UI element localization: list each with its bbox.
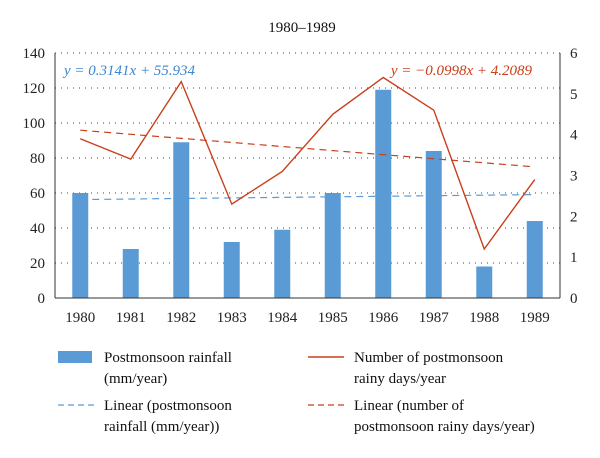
bar (72, 193, 89, 298)
line-series (79, 76, 536, 251)
right-tick-label: 0 (570, 291, 578, 307)
legend-label: Linear (number of (354, 398, 464, 414)
bar (173, 142, 190, 298)
bar (425, 151, 442, 298)
x-tick-label: 1988 (469, 310, 499, 326)
legend-item: Linear (postmonsoon rainfall (mm/year)) (58, 398, 232, 435)
x-tick-label: 1985 (318, 310, 348, 326)
legend-label: rainy days/year (354, 371, 446, 387)
left-tick-label: 20 (30, 256, 45, 272)
x-tick-label: 1980 (65, 310, 95, 326)
legend-label: rainfall (mm/year)) (104, 419, 219, 435)
legend-label: Postmonsoon rainfall (104, 350, 232, 366)
x-tick-label: 1989 (520, 310, 550, 326)
chart-title: 1980–1989 (268, 20, 336, 36)
legend-item: Postmonsoon rainfall (mm/year) (58, 350, 232, 387)
bar (375, 89, 392, 298)
right-tick-label: 1 (570, 250, 578, 266)
legend-label: (mm/year) (104, 371, 167, 387)
bar (324, 193, 341, 298)
legend-label: Linear (postmonsoon (104, 398, 232, 414)
legend-swatch (58, 351, 92, 363)
x-tick-label: 1987 (419, 310, 450, 326)
legend-label: Number of postmonsoon (354, 350, 504, 366)
trendline (80, 194, 535, 201)
right-tick-label: 2 (570, 209, 578, 225)
bar (223, 242, 240, 298)
left-tick-label: 80 (30, 151, 45, 167)
legend: Postmonsoon rainfall (mm/year) Number of p… (58, 350, 535, 435)
x-tick-label: 1981 (116, 310, 146, 326)
axes (54, 53, 561, 299)
left-tick-label: 100 (23, 116, 46, 132)
trendline (80, 129, 535, 168)
right-tick-label: 3 (570, 169, 578, 185)
right-tick-label: 5 (570, 87, 578, 103)
x-tick-label: 1983 (217, 310, 247, 326)
rainy-days-trend-equation: y = −0.0998x + 4.2089 (389, 63, 533, 79)
rainy-days-line (79, 76, 536, 251)
grid (55, 52, 560, 264)
left-tick-label: 0 (38, 291, 46, 307)
bar (476, 266, 493, 298)
left-tick-label: 120 (23, 81, 46, 97)
bar (122, 249, 139, 298)
x-tick-label: 1986 (368, 310, 399, 326)
bar (526, 221, 543, 298)
left-tick-label: 140 (23, 46, 46, 62)
tick-labels: 0 20 40 60 80 100 120 140 0 1 2 3 4 5 6 1980 1981 1982 198… (23, 46, 579, 326)
left-tick-label: 60 (30, 186, 45, 202)
x-tick-label: 1984 (267, 310, 298, 326)
legend-label: postmonsoon rainy days/year) (354, 419, 535, 435)
bars (72, 89, 543, 298)
legend-item: Number of postmonsoon rainy days/year (308, 350, 504, 387)
rainfall-trend-equation: y = 0.3141x + 55.934 (62, 63, 196, 79)
bar (274, 229, 291, 298)
legend-item: Linear (number of postmonsoon rainy days/… (308, 398, 535, 435)
left-tick-label: 40 (30, 221, 45, 237)
trendlines (80, 129, 535, 201)
x-tick-label: 1982 (166, 310, 196, 326)
right-tick-label: 6 (570, 46, 578, 62)
right-tick-label: 4 (570, 128, 578, 144)
